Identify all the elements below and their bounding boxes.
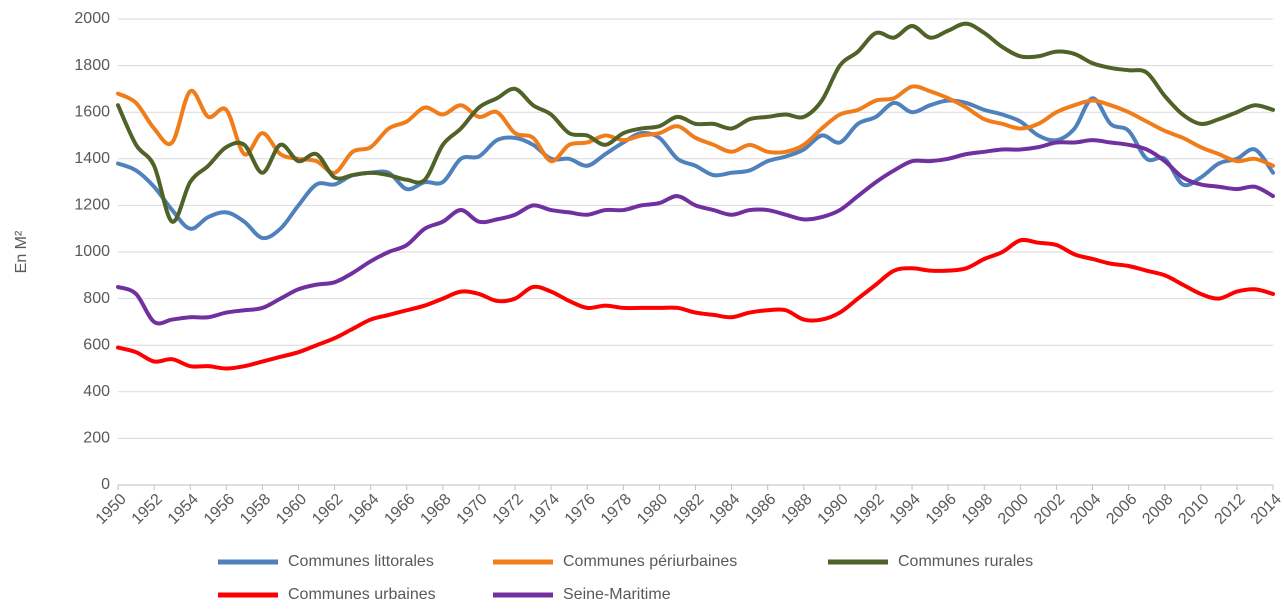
x-tick-label: 1992 — [851, 491, 888, 528]
x-tick-label: 1964 — [345, 491, 382, 528]
x-tick-label: 1980 — [634, 491, 671, 528]
x-tick-label: 1952 — [129, 491, 166, 528]
y-tick-label: 1400 — [74, 150, 110, 167]
x-tick-label: 1950 — [93, 491, 130, 528]
x-tick-label: 2012 — [1212, 491, 1249, 528]
x-tick-label: 1998 — [959, 491, 996, 528]
x-tick-label: 1962 — [309, 491, 346, 528]
y-tick-label: 200 — [83, 430, 110, 447]
data-line — [116, 237, 1275, 371]
x-tick-label: 2014 — [1248, 491, 1284, 528]
x-tick-label: 2000 — [995, 491, 1032, 528]
x-tick-label: 1994 — [887, 491, 924, 528]
legend-label: Communes périurbaines — [563, 553, 737, 570]
y-tick-label: 800 — [83, 290, 110, 307]
data-line — [116, 21, 1275, 224]
data-line — [116, 96, 1275, 241]
legend-label: Communes littorales — [288, 553, 434, 570]
y-tick-label: 1000 — [74, 243, 110, 260]
x-tick-label: 1958 — [237, 491, 274, 528]
data-line — [116, 138, 1275, 326]
x-tick-label: 2004 — [1067, 491, 1104, 528]
y-tick-label: 400 — [83, 383, 110, 400]
y-tick-label: 600 — [83, 336, 110, 353]
y-tick-label: 1200 — [74, 197, 110, 214]
x-tick-label: 1966 — [381, 491, 418, 528]
x-tick-label: 1978 — [598, 491, 635, 528]
x-tick-label: 1954 — [165, 491, 202, 528]
y-tick-label: 1800 — [74, 57, 110, 74]
legend-label: Seine-Maritime — [563, 586, 671, 603]
x-tick-label: 1968 — [417, 491, 454, 528]
x-tick-label: 1972 — [490, 491, 527, 528]
y-tick-label: 1600 — [74, 103, 110, 120]
x-tick-label: 2002 — [1031, 491, 1068, 528]
x-tick-label: 1976 — [562, 491, 599, 528]
x-tick-label: 1960 — [273, 491, 310, 528]
x-tick-label: 1986 — [742, 491, 779, 528]
x-tick-label: 2008 — [1139, 491, 1176, 528]
x-tick-label: 1988 — [778, 491, 815, 528]
y-tick-label: 0 — [101, 476, 110, 493]
x-tick-label: 1996 — [923, 491, 960, 528]
legend-label: Communes rurales — [898, 553, 1033, 570]
x-tick-label: 1970 — [454, 491, 491, 528]
x-tick-label: 1956 — [201, 491, 238, 528]
legend-label: Communes urbaines — [288, 586, 436, 603]
x-tick-label: 2006 — [1103, 491, 1140, 528]
x-tick-label: 1982 — [670, 491, 707, 528]
data-line — [116, 84, 1275, 175]
x-tick-label: 1990 — [814, 491, 851, 528]
y-tick-label: 2000 — [74, 10, 110, 27]
x-tick-label: 1974 — [526, 491, 563, 528]
x-tick-label: 2010 — [1175, 491, 1212, 528]
y-axis-label: En M² — [13, 230, 30, 273]
x-tick-label: 1984 — [706, 491, 743, 528]
